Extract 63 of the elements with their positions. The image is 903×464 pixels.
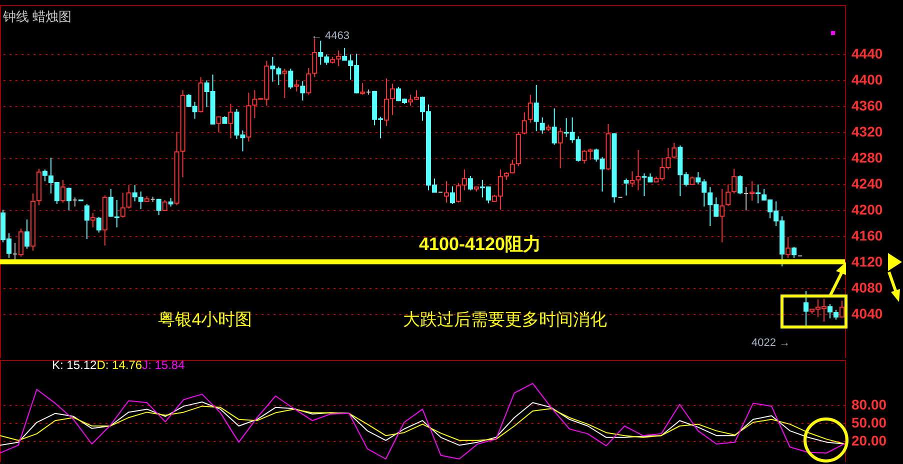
candlestick: [558, 127, 563, 169]
candlestick: [738, 174, 743, 195]
y-tick-label: 4160: [852, 227, 883, 244]
candlestick: [126, 184, 132, 209]
annotation: 大跌过后需要更多时间消化: [403, 310, 607, 329]
candlestick: [384, 78, 390, 126]
chart-title: 钟线 蜡烛图: [2, 9, 72, 24]
candlestick: [288, 68, 294, 90]
candlestick: [672, 142, 677, 159]
y-tick-label: 4080: [852, 279, 883, 296]
candlestick: [552, 108, 557, 146]
ref-line-label: 4100-4120阻力: [418, 234, 542, 254]
y-tick-label: 50.00: [852, 414, 887, 430]
candlestick: [534, 84, 539, 132]
candlestick: [90, 212, 96, 228]
candlestick: [390, 83, 396, 116]
y-tick-label: 4360: [852, 97, 883, 114]
line-series: [0, 382, 846, 460]
candlestick: [510, 159, 515, 174]
candlestick: [18, 228, 24, 258]
candlestick: [444, 180, 449, 204]
candlestick: [450, 186, 455, 204]
candlestick: [84, 203, 90, 240]
y-tick-label: 4400: [852, 71, 883, 88]
y-tick-label: 4440: [852, 45, 883, 62]
annotation: 粤银4小时图: [158, 310, 252, 329]
candlestick: [60, 179, 66, 204]
candlestick: [540, 116, 545, 134]
candlestick: [216, 116, 222, 133]
candlestick: [294, 79, 300, 92]
candlestick: [228, 103, 234, 139]
y-tick-label: 4040: [852, 305, 883, 322]
text: J: 15.84: [142, 358, 185, 372]
candlestick: [300, 80, 306, 102]
annotation: ← 4463: [311, 30, 350, 42]
candlestick: [720, 188, 725, 243]
y-tick-label: 20.00: [852, 432, 887, 448]
y-tick-label: 4240: [852, 175, 883, 192]
candlestick: [840, 300, 845, 318]
y-tick-label: 4200: [852, 201, 883, 218]
candlestick: [528, 94, 533, 124]
candlestick: [468, 175, 473, 191]
candlestick: [156, 198, 162, 216]
candlestick: [804, 290, 809, 326]
text: K: 15.12: [52, 358, 97, 372]
candlestick: [120, 192, 126, 218]
candlestick: [522, 112, 527, 135]
candlestick: [96, 216, 102, 234]
candlestick: [24, 219, 30, 250]
annotation: 4022 →: [751, 337, 790, 349]
candlestick: [282, 68, 288, 98]
text: D: 14.76: [96, 358, 142, 372]
candlestick: [624, 178, 629, 196]
candlestick: [750, 180, 755, 202]
y-tick-label: 4320: [852, 123, 883, 140]
candlestick: [756, 184, 761, 204]
candlestick: [786, 236, 791, 258]
candlestick: [360, 82, 366, 96]
y-tick-label: 80.00: [852, 396, 887, 412]
candlestick: [66, 187, 72, 211]
candlestick: [792, 246, 797, 258]
y-tick-label: 4120: [852, 253, 883, 270]
y-tick-label: 4280: [852, 149, 883, 166]
